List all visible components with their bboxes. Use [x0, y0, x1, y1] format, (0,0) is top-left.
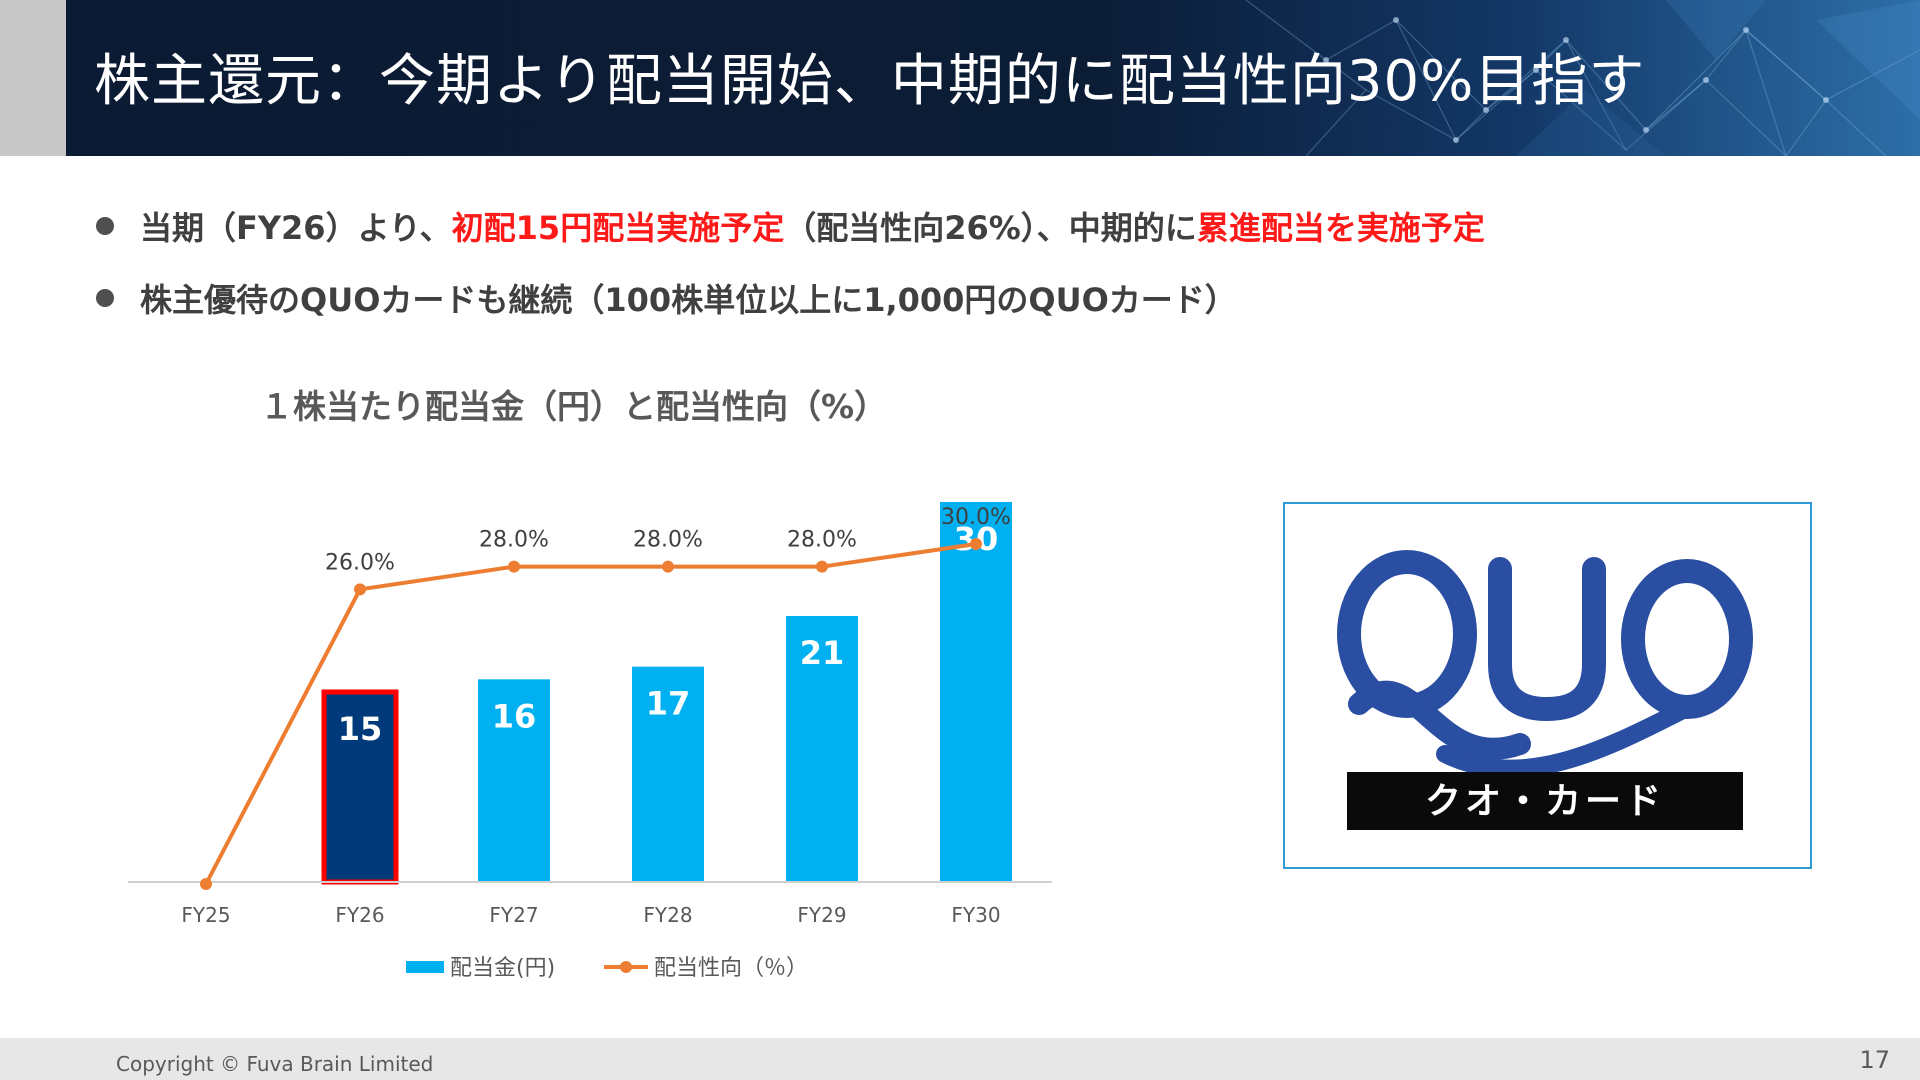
line-value-label: 26.0%	[325, 550, 395, 575]
x-tick-label: FY27	[489, 903, 538, 927]
bar-value-label: 21	[800, 634, 845, 672]
x-tick-label: FY29	[797, 903, 846, 927]
bar-fy27	[478, 679, 550, 882]
quo-caption-text: クオ・カード	[1425, 781, 1665, 822]
bar-value-label: 15	[338, 710, 383, 748]
bullet-item-quo: 株主優待のQUOカードも継続（100株単位以上に1,000円のQUOカード）	[96, 262, 1485, 334]
bar-fy30	[940, 502, 1012, 882]
line-value-label: 28.0%	[479, 528, 549, 553]
bullet-dot-icon	[96, 217, 114, 235]
bar-fy29	[786, 616, 858, 882]
quo-card-logo: クオ・カード	[1337, 550, 1753, 830]
payout-ratio-point	[970, 538, 982, 550]
copyright-text: Copyright © Fuva Brain Limited	[116, 1052, 434, 1076]
legend-bar-label: 配当金(円)	[450, 956, 555, 981]
quo-caption-bar	[1347, 772, 1743, 830]
slide-header: 株主還元：今期より配当開始、中期的に配当性向30%目指す	[66, 0, 1920, 156]
left-accent-strip	[0, 0, 66, 156]
line-value-label: 28.0%	[633, 528, 703, 553]
slide-title: 株主還元：今期より配当開始、中期的に配当性向30%目指す	[94, 49, 1646, 114]
payout-ratio-point	[816, 560, 828, 573]
payout-ratio-line	[204, 542, 977, 885]
dividend-chart: 1516172130FY25FY26FY27FY28FY29FY3026.0%2…	[128, 502, 1052, 981]
x-tick-label: FY28	[643, 903, 692, 927]
x-tick-label: FY26	[335, 903, 384, 927]
quo-letter-u	[1488, 557, 1606, 721]
quo-letter-q	[1337, 550, 1477, 718]
payout-ratio-point	[662, 560, 674, 573]
bullet-highlight-text: 累進配当を実施予定	[1196, 209, 1485, 247]
line-value-label: 28.0%	[787, 528, 857, 553]
quo-q-tail	[1348, 680, 1531, 760]
bar-value-label: 16	[492, 697, 537, 735]
page-number: 17	[1859, 1046, 1890, 1074]
x-tick-label: FY30	[951, 903, 1000, 927]
payout-ratio-point	[354, 583, 366, 596]
chart-title: １株当たり配当金（円）と配当性向（%）	[260, 387, 888, 426]
payout-ratio-point	[508, 560, 520, 573]
bar-fy28	[632, 666, 704, 882]
slide-footer: Copyright © Fuva Brain Limited 17	[0, 1038, 1920, 1080]
payout-ratio-point	[200, 878, 212, 890]
legend-line-marker	[620, 961, 632, 973]
bullet-text-part: （配当性向26%）、中期的に	[784, 209, 1197, 247]
legend-bar-swatch	[406, 961, 444, 973]
legend-line-label: 配当性向（％）	[654, 956, 808, 981]
bullet-text-part: 株主優待のQUOカードも継続（100株単位以上に1,000円のQUOカード）	[140, 281, 1237, 319]
line-value-label: 30.0%	[941, 505, 1011, 530]
bullet-dot-icon	[96, 289, 114, 307]
bullet-list: 当期（FY26）より、 初配15円配当実施予定 （配当性向26%）、中期的に 累進配当…	[96, 190, 1485, 334]
bullet-text-part: 当期（FY26）より、	[140, 209, 452, 247]
bullet-highlight-text: 初配15円配当実施予定	[451, 209, 785, 247]
x-tick-label: FY25	[181, 903, 230, 927]
bar-value-label: 17	[646, 685, 691, 723]
quo-swoosh	[1436, 700, 1694, 778]
quo-letter-o	[1621, 559, 1753, 719]
network-pattern-decoration	[1245, 0, 1920, 156]
quo-card-image: クオ・カード	[1283, 502, 1812, 869]
bullet-item-dividend: 当期（FY26）より、 初配15円配当実施予定 （配当性向26%）、中期的に 累進配当…	[96, 190, 1485, 262]
